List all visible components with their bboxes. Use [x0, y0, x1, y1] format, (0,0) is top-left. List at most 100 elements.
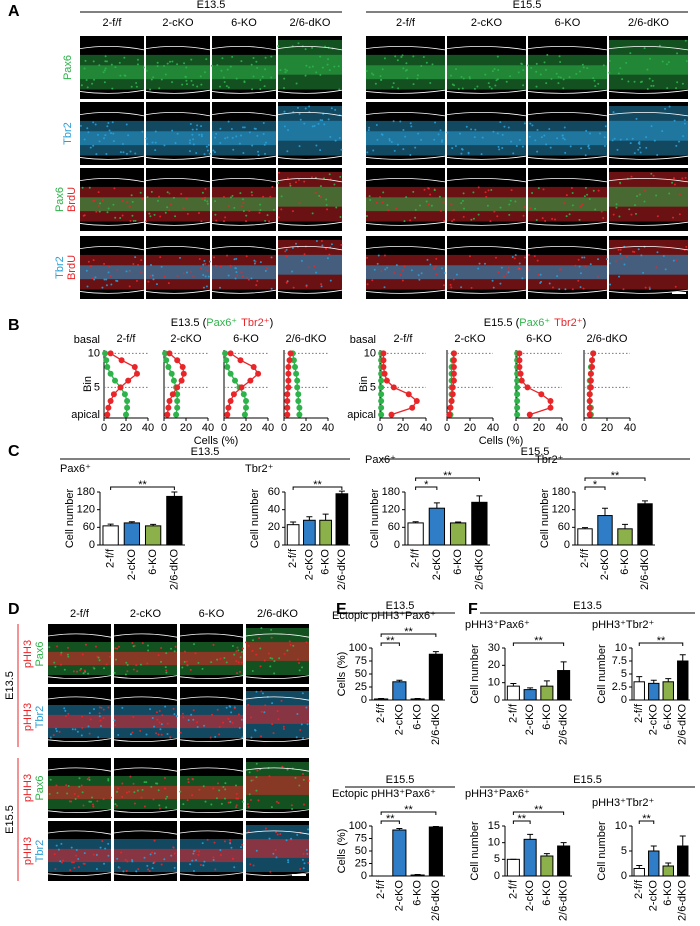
profile-line: [382, 353, 418, 416]
cell-dot: [202, 864, 205, 867]
cell-dot: [396, 59, 399, 62]
cell-dot: [110, 283, 113, 286]
cell-dot: [417, 274, 420, 277]
cell-dot: [131, 200, 134, 203]
cell-dot: [106, 211, 109, 214]
cell-dot: [150, 78, 153, 81]
y-tick-label: 120: [552, 504, 570, 516]
cell-dot: [271, 723, 274, 726]
cell-dot: [231, 194, 234, 197]
cell-dot: [636, 195, 639, 198]
significance-bracket: [415, 477, 480, 481]
cell-dot: [165, 652, 168, 655]
cell-dot: [104, 134, 107, 137]
cell-dot: [107, 122, 110, 125]
cell-dot: [151, 717, 154, 720]
cell-dot: [462, 192, 465, 195]
cell-dot: [264, 141, 267, 144]
cell-dot: [215, 219, 218, 222]
row-label: pHH3: [22, 703, 34, 731]
cell-dot: [434, 265, 437, 268]
cell-dot: [575, 73, 578, 76]
cell-dot: [648, 287, 651, 290]
cell-dot: [291, 270, 294, 273]
cell-dot: [319, 55, 322, 58]
profile-point: [517, 370, 524, 377]
cell-dot: [227, 717, 230, 720]
cell-dot: [55, 844, 58, 847]
cell-dot: [536, 128, 539, 131]
cell-dot: [202, 274, 205, 277]
profile-point: [547, 404, 554, 411]
cell-dot: [388, 137, 391, 140]
cell-dot: [252, 75, 255, 78]
cell-dot: [473, 136, 476, 139]
cell-dot: [279, 833, 282, 836]
genotype-label: 6-KO: [231, 17, 257, 29]
signal-band: [48, 651, 111, 666]
profile-point: [174, 404, 181, 411]
cell-dot: [140, 259, 143, 262]
profile-point: [378, 404, 385, 411]
cell-dot: [325, 198, 328, 201]
tissue-border: [47, 809, 112, 814]
cell-dot: [75, 854, 78, 857]
cell-dot: [249, 716, 252, 719]
cell-dot: [496, 78, 499, 81]
cell-dot: [173, 650, 176, 653]
cell-dot: [467, 152, 470, 155]
cell-dot: [604, 125, 607, 128]
tissue-border: [608, 177, 689, 183]
cell-dot: [443, 220, 446, 223]
cell-dot: [149, 853, 152, 856]
cell-dot: [188, 142, 191, 145]
tissue-border: [277, 45, 343, 51]
profile-point: [174, 391, 181, 398]
cell-dot: [136, 789, 139, 792]
cell-dot: [264, 219, 267, 222]
profile-point: [250, 364, 257, 370]
cell-dot: [521, 277, 524, 280]
cell-dot: [195, 151, 198, 154]
cell-dot: [219, 853, 222, 856]
cell-dot: [454, 68, 457, 71]
profile-point: [287, 350, 294, 357]
cell-dot: [313, 265, 316, 268]
cell-dot: [318, 194, 321, 197]
tissue-border: [277, 89, 343, 94]
profile-point: [102, 350, 109, 357]
x-tick-label: 6-KO: [541, 880, 553, 906]
y-tick-label: 25: [355, 681, 367, 693]
cell-dot: [242, 210, 245, 213]
cell-dot: [497, 68, 500, 71]
row-label: Tbr2: [54, 256, 66, 279]
profile-point: [292, 364, 298, 370]
cell-dot: [597, 189, 600, 192]
profile-point: [110, 391, 117, 398]
error-bar: [679, 835, 686, 846]
cell-dot: [117, 645, 120, 648]
cell-dot: [137, 868, 140, 871]
cell-dot: [153, 839, 156, 842]
cell-dot: [72, 670, 75, 673]
tissue-border: [179, 633, 244, 638]
cell-dot: [603, 136, 606, 139]
cell-dot: [453, 84, 456, 87]
cell-dot: [650, 125, 653, 128]
x-tick-label: 20: [240, 422, 252, 434]
cell-dot: [116, 647, 119, 650]
profile-line: [106, 352, 138, 415]
cell-dot: [269, 657, 272, 660]
cell-dot: [241, 843, 244, 846]
cell-dot: [164, 211, 167, 214]
cell-dot: [440, 209, 443, 212]
cell-dot: [263, 659, 266, 662]
cell-dot: [123, 74, 126, 77]
cell-dot: [86, 285, 89, 288]
plot-title: 2-cKO: [170, 333, 202, 345]
cell-dot: [171, 60, 174, 63]
error-bar: [432, 826, 439, 827]
cell-dot: [148, 870, 151, 873]
cell-dot: [164, 705, 167, 708]
cell-dot: [597, 258, 600, 261]
